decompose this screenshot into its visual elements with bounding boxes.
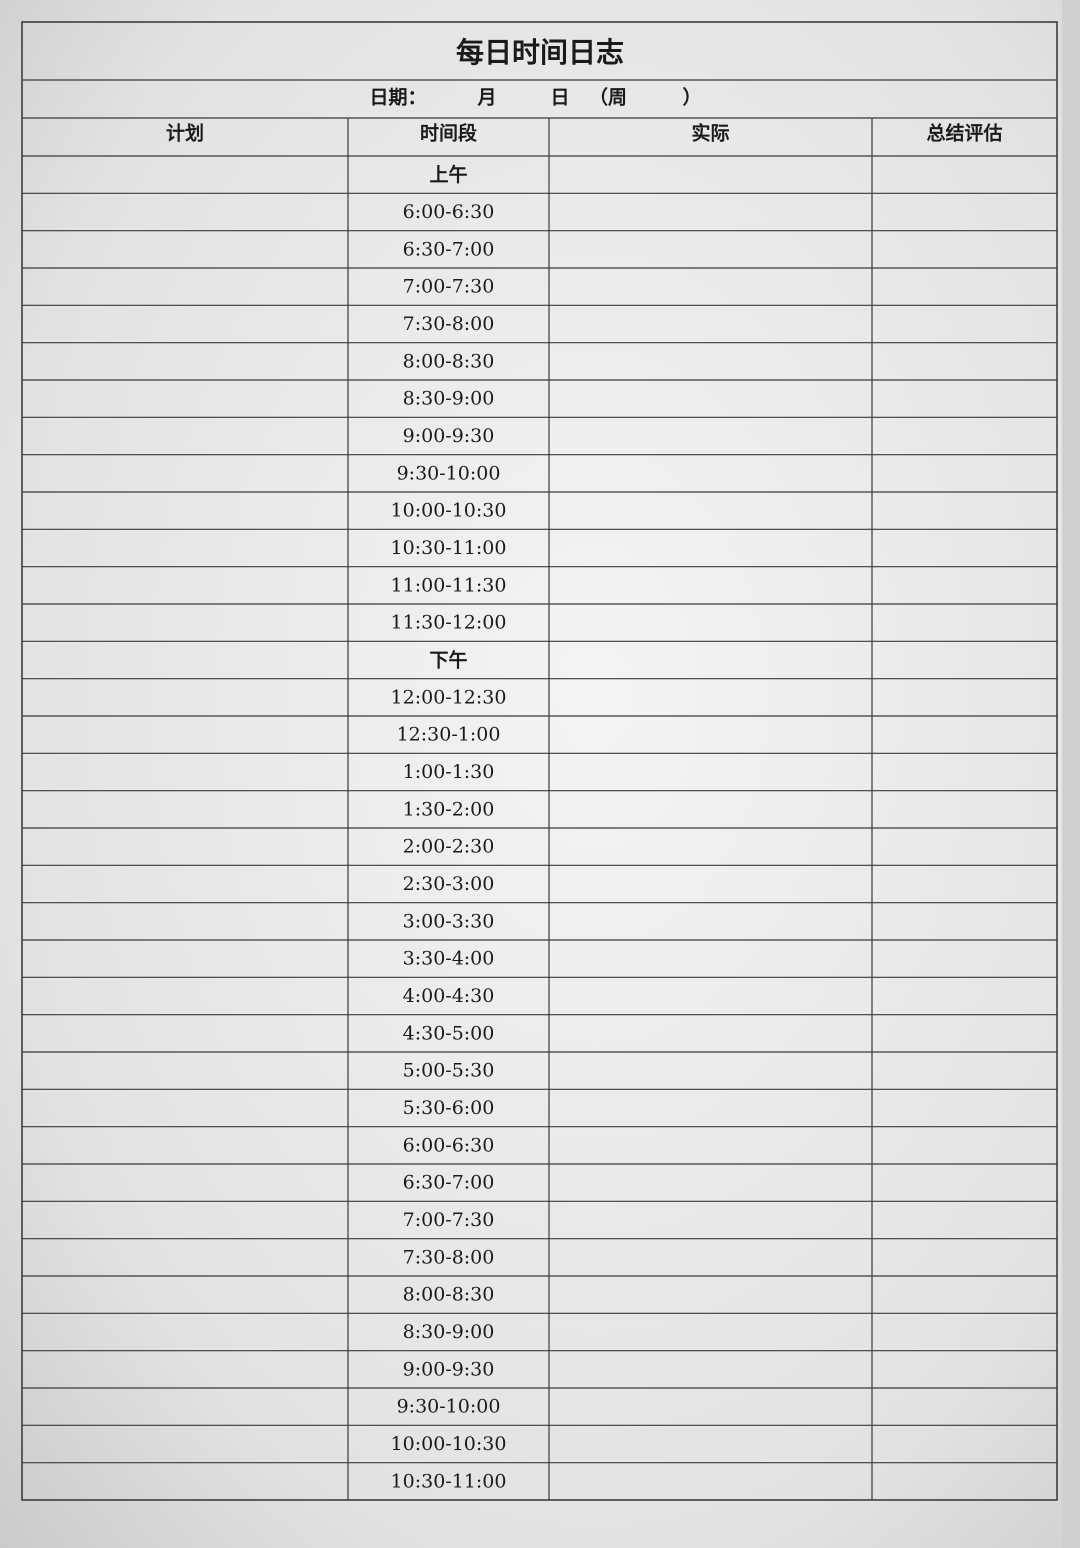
time-slot: 9:30-10:00 xyxy=(397,462,501,484)
time-slot: 6:00-6:30 xyxy=(403,1134,495,1156)
time-slot: 8:30-9:00 xyxy=(403,1321,495,1343)
date-text: （周 xyxy=(589,86,627,109)
time-slot: 7:00-7:30 xyxy=(403,1209,495,1231)
time-slot: 7:30-8:00 xyxy=(403,1246,495,1268)
time-slot: 5:30-6:00 xyxy=(403,1097,495,1119)
time-slot: 3:30-4:00 xyxy=(403,948,495,970)
time-slot: 9:30-10:00 xyxy=(397,1396,501,1418)
time-slot: 1:30-2:00 xyxy=(403,798,495,820)
time-slot: 10:30-11:00 xyxy=(391,537,507,559)
time-slot: 10:30-11:00 xyxy=(391,1470,507,1492)
period-label: 下午 xyxy=(429,649,467,672)
time-slot: 2:00-2:30 xyxy=(403,836,495,858)
time-slot: 11:00-11:30 xyxy=(391,574,507,596)
time-slot: 7:30-8:00 xyxy=(403,313,495,335)
time-slot: 4:30-5:00 xyxy=(403,1022,495,1044)
time-slot: 12:30-1:00 xyxy=(397,724,501,746)
time-slot: 4:00-4:30 xyxy=(403,985,495,1007)
column-header: 总结评估 xyxy=(926,122,1002,145)
time-slot: 2:30-3:00 xyxy=(403,873,495,895)
time-slot: 10:00-10:30 xyxy=(391,1433,507,1455)
time-slot: 12:00-12:30 xyxy=(391,686,507,708)
column-header: 计划 xyxy=(166,122,204,145)
time-slot: 8:30-9:00 xyxy=(403,388,495,410)
table-border xyxy=(21,21,1058,1501)
time-slot: 11:30-12:00 xyxy=(391,612,507,634)
time-slot: 9:00-9:30 xyxy=(403,1358,495,1380)
column-header: 时间段 xyxy=(420,122,478,145)
time-slot: 10:00-10:30 xyxy=(391,500,507,522)
time-slot: 9:00-9:30 xyxy=(403,425,495,447)
time-slot: 5:00-5:30 xyxy=(403,1060,495,1082)
date-text: 日期： xyxy=(369,87,426,109)
time-slot: 8:00-8:30 xyxy=(403,1284,495,1306)
date-text: 日 xyxy=(550,87,569,109)
time-slot: 6:30-7:00 xyxy=(403,1172,495,1194)
time-slot: 7:00-7:30 xyxy=(403,276,495,298)
time-slot: 3:00-3:30 xyxy=(403,910,495,932)
period-label: 上午 xyxy=(429,163,467,186)
time-slot: 6:30-7:00 xyxy=(403,238,495,260)
time-slot: 8:00-8:30 xyxy=(403,350,495,372)
date-text: ） xyxy=(682,86,701,109)
column-header: 实际 xyxy=(691,122,729,145)
title: 每日时间日志 xyxy=(456,36,624,69)
paper-edge xyxy=(1062,0,1080,1548)
time-slot: 6:00-6:30 xyxy=(403,201,495,223)
time-slot: 1:00-1:30 xyxy=(403,761,495,783)
date-text: 月 xyxy=(476,87,496,109)
